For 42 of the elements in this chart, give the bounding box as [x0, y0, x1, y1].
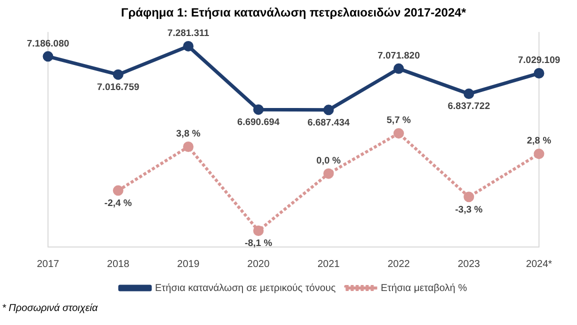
- point: [183, 142, 194, 152]
- data-label: 7.029.109: [518, 55, 560, 66]
- point: [323, 168, 334, 179]
- data-label: 6.687.434: [307, 117, 350, 128]
- point: [112, 69, 124, 80]
- point: [534, 148, 544, 160]
- chart-title: Γράφημα 1: Ετήσια κατανάλωση πετρελαιοειδών 2017-2024*: [120, 6, 466, 20]
- legend-label: Ετήσια μεταβολή %: [380, 282, 468, 294]
- point: [183, 40, 194, 52]
- x-tick-label: 2019: [177, 258, 200, 270]
- data-label: 2,8 %: [526, 136, 552, 147]
- data-label: 7.016.759: [97, 82, 140, 93]
- data-label: 7.186.080: [26, 38, 70, 50]
- data-label: 3,8 %: [176, 128, 201, 140]
- point: [464, 192, 474, 202]
- point: [42, 51, 54, 62]
- x-tick-label: 2018: [107, 258, 130, 270]
- data-label: 6.690.694: [237, 116, 280, 128]
- data-label: 0,0 %: [316, 155, 342, 166]
- text: * Προσωρινά στοιχεία: [1, 303, 99, 314]
- point: [393, 63, 404, 74]
- data-label: 5,7 %: [386, 115, 412, 126]
- legend-label: Ετήσια κατανάλωση σε μετρικούς τόνους: [155, 282, 336, 294]
- point: [112, 185, 124, 196]
- data-label: 6.837.722: [448, 101, 490, 112]
- x-tick-label: 2023: [458, 258, 480, 270]
- point: [253, 104, 264, 115]
- x-tick-label: 2017: [36, 258, 60, 270]
- data-label: -2,4 %: [104, 198, 132, 209]
- point: [253, 226, 264, 236]
- x-tick-label: 2022: [388, 258, 410, 270]
- point: [464, 88, 474, 100]
- point: [323, 104, 334, 116]
- point: [534, 68, 544, 79]
- x-tick-label: 2020: [247, 258, 270, 270]
- x-tick-label: 2021: [317, 258, 340, 270]
- point: [393, 128, 404, 139]
- data-label: 7.281.311: [167, 28, 210, 40]
- data-label: -3,3 %: [455, 204, 484, 216]
- x-tick-label: 2024*: [526, 258, 552, 270]
- data-label: 7.071.820: [378, 50, 420, 62]
- data-label: -8,1 %: [244, 238, 273, 250]
